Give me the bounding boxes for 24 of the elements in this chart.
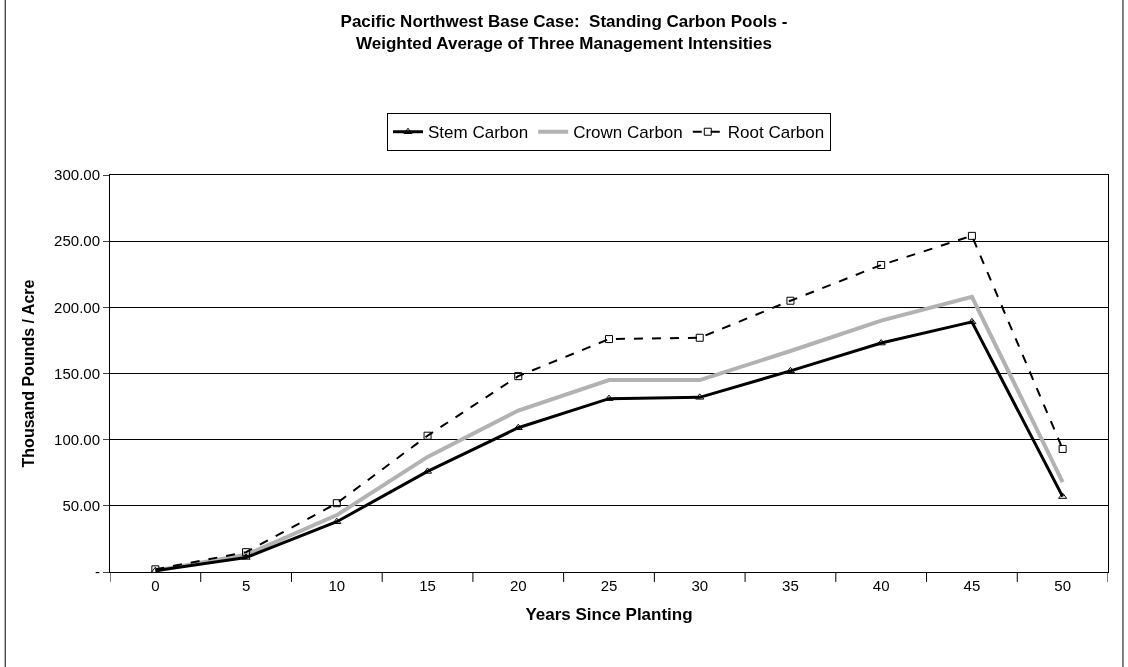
y-tick-label: 250.00 [54, 232, 100, 250]
x-tick-label: 15 [419, 577, 436, 594]
x-tick-label: 30 [691, 577, 709, 594]
y-tick-label: 300.00 [54, 166, 100, 184]
x-tick-label: 10 [328, 577, 346, 594]
legend-label: Root Carbon [727, 123, 825, 143]
x-tick-label: 45 [963, 577, 981, 594]
x-tick-label: 0 [151, 577, 160, 594]
y-axis-title: Thousand Pounds / Acre [20, 279, 38, 468]
y-tick-label: 200.00 [54, 298, 100, 316]
y-tick-label: 150.00 [54, 364, 100, 382]
legend-label: Stem Carbon [428, 123, 529, 143]
y-tick-label: 100.00 [54, 430, 100, 448]
y-tick-label: - [95, 563, 100, 581]
chart-title: Pacific Northwest Base Case: Standing Carbon Pools - Weighted Average of Three Management Intensities [340, 11, 788, 53]
y-tick-label: 50.00 [62, 497, 100, 515]
x-tick-label: 35 [782, 577, 799, 594]
x-tick-label: 50 [1054, 577, 1071, 594]
legend-label: Crown Carbon [573, 123, 683, 143]
x-tick-label: 5 [241, 577, 251, 594]
x-tick-label: 40 [872, 577, 890, 594]
x-tick-label: 20 [509, 577, 527, 594]
x-tick-label: 25 [600, 577, 618, 594]
x-axis-title: Years Since Planting [525, 605, 693, 625]
